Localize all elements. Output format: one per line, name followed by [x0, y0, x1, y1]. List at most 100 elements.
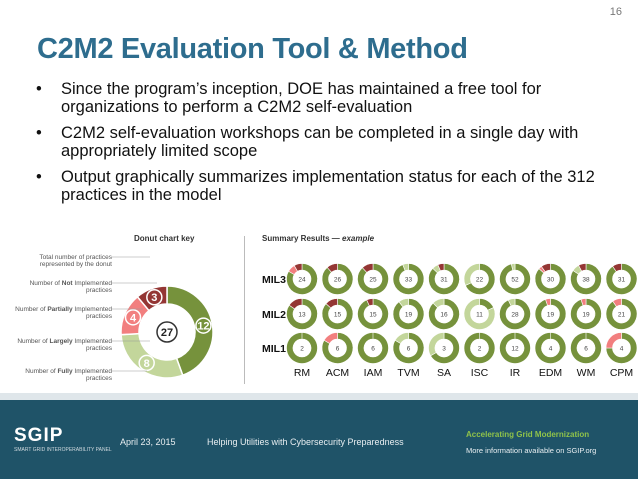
- key-label-not-bold: Not: [61, 280, 73, 287]
- key-donut-badge-largely: [138, 354, 155, 372]
- domain-label-acm: ACM: [326, 367, 349, 379]
- summary-donut-mil1-cpm-segment-partially: [605, 332, 622, 349]
- key-donut-value-fully: 12: [197, 321, 209, 333]
- donut-key-title: Donut chart key: [134, 234, 195, 243]
- summary-donut-mil2-isc-segment-largely: [463, 298, 496, 330]
- summary-donut-mil3-wm-segment-not: [578, 263, 587, 272]
- domain-label-ir: IR: [510, 367, 521, 379]
- key-label-largely: Number of Largely Implemented practices: [10, 338, 112, 352]
- key-label-partially-pre: Number of: [15, 306, 48, 313]
- key-label-partially: Number of Partially Implemented practice…: [10, 306, 112, 320]
- summary-donut-mil3-wm-total: 38: [582, 277, 590, 284]
- summary-donut-mil3-tvm-total: 33: [405, 277, 413, 284]
- footer-strip: [0, 393, 638, 400]
- key-label-partially-post: Implemented practices: [72, 306, 112, 320]
- summary-donut-mil1-acm-total: 6: [336, 346, 340, 353]
- bullet-item: • Output graphically summarizes implement…: [36, 168, 626, 204]
- summary-results-title: Summary Results — example: [262, 234, 374, 243]
- summary-title-prefix: Summary Results —: [262, 234, 343, 243]
- summary-title-example: example: [342, 234, 375, 243]
- summary-donut-mil2-edm-segment-fully: [534, 298, 567, 330]
- summary-donut-mil1-iam-segment-fully: [357, 332, 389, 364]
- domain-label-isc: ISC: [471, 367, 489, 379]
- summary-donut-mil3-iam-segment-fully: [357, 263, 389, 295]
- sgip-logo-subtitle: SMART GRID INTEROPERABILITY PANEL: [14, 447, 112, 453]
- key-label-partially-bold: Partially: [47, 306, 73, 313]
- bullet-dot-icon: •: [36, 168, 42, 186]
- key-label-fully: Number of Fully Implemented practices: [10, 368, 112, 382]
- key-label-largely-bold: Largely: [49, 338, 73, 345]
- summary-donut-mil3-rm-segment-fully: [286, 263, 318, 295]
- summary-donut-mil2-cpm-segment-partially: [612, 298, 622, 307]
- summary-donut-mil2-wm-segment-partially: [580, 298, 587, 306]
- summary-donut-mil3-ir-total: 52: [511, 277, 519, 284]
- summary-donut-mil1-edm-segment-fully: [534, 332, 567, 364]
- summary-donut-mil1-rm-total: 2: [300, 346, 304, 353]
- key-donut-total: 27: [161, 327, 173, 339]
- summary-donut-mil1-acm-segment-fully: [321, 332, 354, 364]
- key-label-total: Total number of practices represented by…: [39, 254, 112, 268]
- key-label-largely-pre: Number of: [17, 338, 50, 345]
- key-donut-value-not: 3: [151, 292, 157, 304]
- summary-donut-mil3-sa-segment-fully: [428, 263, 460, 295]
- summary-donut-mil3-ir-segment-largely: [510, 263, 516, 271]
- summary-donut-mil3-edm-segment-fully: [534, 263, 567, 295]
- summary-donut-mil2-ir-total: 28: [511, 312, 519, 319]
- summary-donut-mil2-iam-total: 15: [369, 312, 377, 319]
- key-label-not-post: Implemented practices: [72, 280, 112, 294]
- summary-donut-mil2-wm-total: 19: [582, 312, 590, 319]
- summary-donut-mil2-isc-total: 11: [476, 312, 483, 319]
- summary-donut-mil2-sa-segment-fully: [428, 298, 460, 330]
- summary-donut-mil1-cpm-segment-fully: [605, 332, 638, 364]
- summary-donut-mil2-cpm-segment-fully: [605, 298, 638, 330]
- summary-donut-mil3-cpm-segment-not: [612, 263, 622, 273]
- key-donut-value-partially: 4: [130, 312, 137, 324]
- key-donut-value-largely: 8: [144, 358, 150, 370]
- footer-more-info: More information available on SGIP.org: [466, 446, 597, 455]
- summary-donut-mil2-wm-segment-fully: [570, 298, 602, 330]
- domain-label-tvm: TVM: [397, 367, 419, 379]
- bullet-text: C2M2 self-evaluation workshops can be co…: [61, 124, 579, 160]
- summary-donut-mil1-ir-segment-fully: [499, 332, 531, 364]
- domain-label-edm: EDM: [539, 367, 562, 379]
- summary-donut-mil2-rm-segment-not: [288, 298, 303, 310]
- summary-donut-mil2-rm-total: 13: [298, 312, 306, 319]
- footer-date: April 23, 2015: [120, 437, 176, 447]
- summary-donut-mil3-tvm-segment-largely: [402, 263, 409, 272]
- summary-donut-mil2-sa-total: 16: [440, 312, 448, 319]
- key-label-fully-post: Implemented practices: [72, 368, 112, 382]
- summary-donut-mil2-edm-total: 19: [547, 312, 555, 319]
- bullet-list: • Since the program’s inception, DOE has …: [36, 80, 626, 212]
- summary-donut-mil2-acm-segment-not: [325, 298, 338, 309]
- footer-bar: [0, 400, 638, 479]
- summary-donut-mil2-acm-total: 15: [334, 312, 342, 319]
- summary-donut-mil1-sa-total: 3: [442, 346, 446, 353]
- footer-subtitle: Helping Utilities with Cybersecurity Pre…: [207, 437, 404, 447]
- mil-label-mil2: MIL2: [262, 309, 286, 321]
- bullet-item: • Since the program’s inception, DOE has …: [36, 80, 626, 116]
- summary-donut-mil2-iam-segment-fully: [357, 298, 389, 330]
- summary-donut-mil3-rm-total: 24: [298, 277, 306, 284]
- summary-donut-mil1-isc-total: 2: [478, 346, 482, 353]
- domain-label-iam: IAM: [364, 367, 383, 379]
- summary-donut-mil2-rm-segment-fully: [286, 298, 318, 330]
- key-donut-badge-not: [146, 288, 163, 306]
- key-donut-total-ring: [156, 321, 178, 343]
- summary-donut-mil3-cpm-total: 31: [618, 277, 626, 284]
- mil-label-mil1: MIL1: [262, 343, 286, 355]
- domain-label-wm: WM: [577, 367, 596, 379]
- summary-donut-mil1-sa-segment-largely: [428, 332, 445, 357]
- summary-donut-mil1-edm-total: 4: [549, 346, 553, 353]
- sgip-logo: SGIP: [14, 425, 64, 446]
- summary-donut-mil1-tvm-total: 6: [407, 346, 411, 353]
- domain-label-cpm: CPM: [610, 367, 633, 379]
- summary-donut-mil1-cpm-total: 4: [620, 346, 624, 353]
- summary-donut-mil1-wm-total: 6: [584, 346, 588, 353]
- summary-donut-mil3-acm-segment-not: [326, 263, 338, 273]
- summary-donut-mil1-tvm-segment-largely: [394, 332, 409, 344]
- key-label-fully-pre: Number of: [25, 368, 58, 375]
- footer-tagline: Accelerating Grid Modernization: [466, 430, 590, 439]
- mil-label-mil3: MIL3: [262, 274, 286, 286]
- summary-donut-mil3-sa-total: 31: [440, 277, 448, 284]
